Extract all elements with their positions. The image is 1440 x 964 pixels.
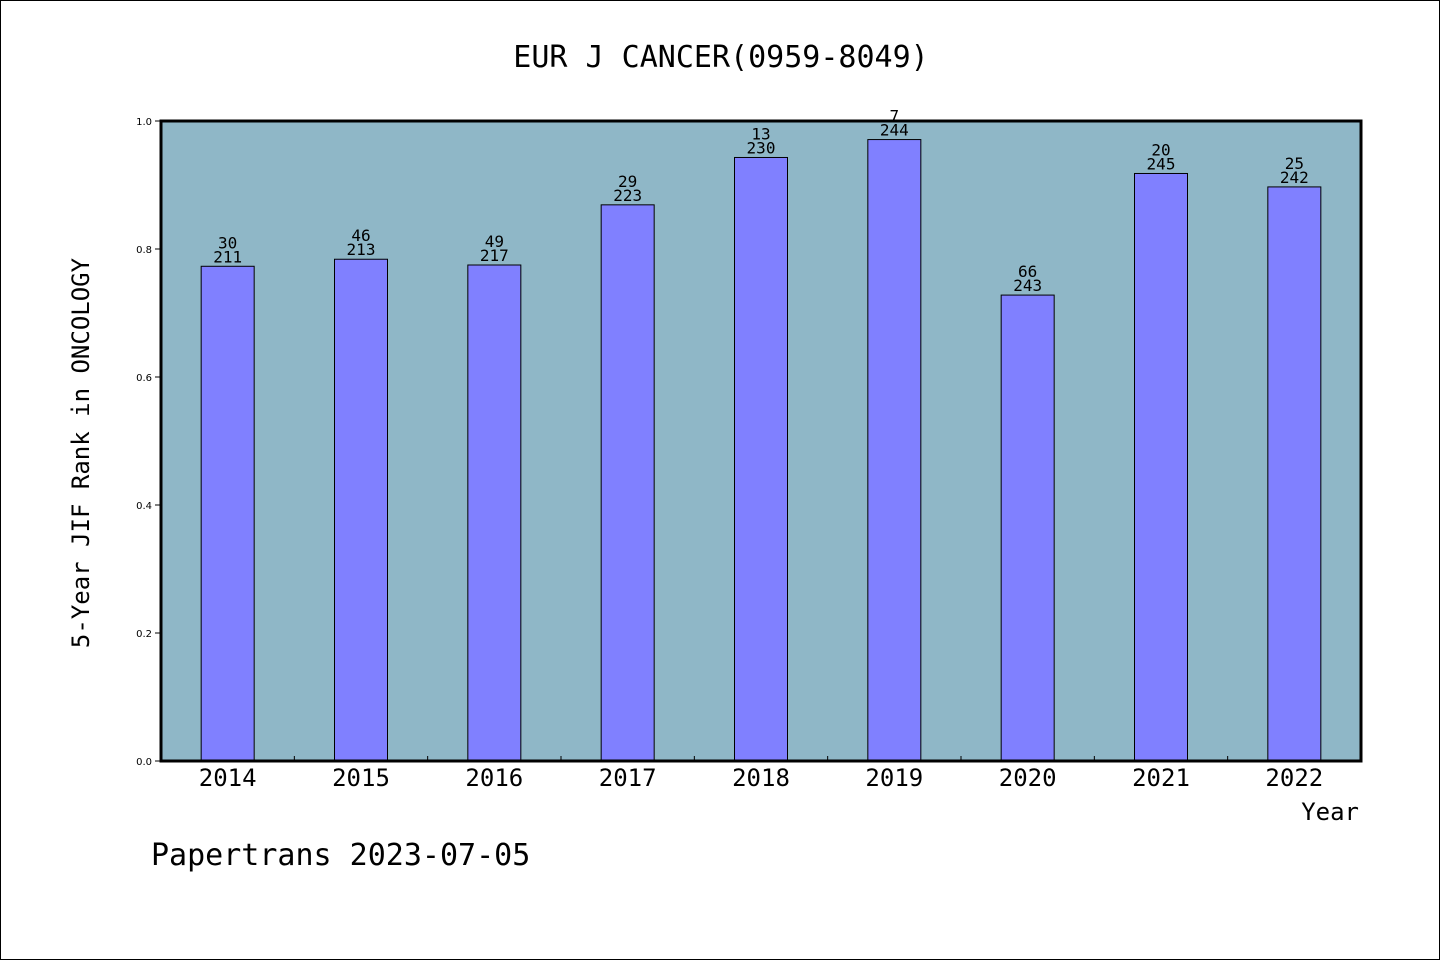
x-tick-label-2020: 2020 xyxy=(999,764,1057,792)
bar-label-total-2019: 244 xyxy=(880,121,909,140)
bar-2019 xyxy=(867,139,922,762)
x-axis: 2014 2015 2016 2017 2018 2019 2020 2021 2022 xyxy=(199,756,1323,792)
bar-label-total-2014: 211 xyxy=(213,247,242,266)
bar-2014 xyxy=(200,265,255,762)
bar-label-rank-2019: 7 xyxy=(890,107,900,126)
y-tick-label-0.4: 0.4 xyxy=(136,501,152,512)
bar-label-total-2022: 242 xyxy=(1280,168,1309,187)
x-tick-label-2017: 2017 xyxy=(599,764,657,792)
bar-label-rank-2021: 20 xyxy=(1151,140,1170,159)
bar-label-rank-2018: 13 xyxy=(751,124,770,143)
bar-2016 xyxy=(467,264,522,762)
bar-2021 xyxy=(1134,172,1188,762)
x-tick-label-2014: 2014 xyxy=(199,764,257,792)
bar-label-total-2017: 223 xyxy=(613,186,642,205)
y-tick-label-1.0: 1.0 xyxy=(136,117,152,128)
bar-2015 xyxy=(334,258,388,762)
x-tick-label-2015: 2015 xyxy=(332,764,390,792)
bars-group xyxy=(200,139,1322,762)
x-tick-label-2016: 2016 xyxy=(465,764,523,792)
bar-2018 xyxy=(734,156,788,762)
bar-label-total-2021: 245 xyxy=(1147,154,1176,173)
y-tick-label-0.8: 0.8 xyxy=(136,245,152,256)
y-tick-label-0.0: 0.0 xyxy=(136,757,152,768)
x-tick-label-2018: 2018 xyxy=(732,764,790,792)
bar-label-rank-2020: 66 xyxy=(1018,262,1037,281)
x-axis-label: Year xyxy=(1301,798,1359,826)
bar-2017 xyxy=(600,204,655,762)
bar-label-total-2016: 217 xyxy=(480,246,509,265)
bar-label-rank-2017: 29 xyxy=(618,172,637,191)
bar-label-total-2015: 213 xyxy=(347,240,376,259)
bar-2022 xyxy=(1267,186,1322,762)
y-axis: 0.0 0.2 0.4 0.6 0.8 1.0 xyxy=(136,117,161,768)
y-tick-label-0.6: 0.6 xyxy=(136,373,152,384)
bar-label-total-2020: 243 xyxy=(1013,276,1042,295)
x-tick-label-2022: 2022 xyxy=(1265,764,1323,792)
bar-label-total-2018: 230 xyxy=(747,138,776,157)
bar-label-rank-2014: 30 xyxy=(218,233,237,252)
plot-border xyxy=(159,119,1363,763)
x-tick-label-2019: 2019 xyxy=(865,764,923,792)
bar-label-rank-2016: 49 xyxy=(485,232,504,251)
y-axis-label: 5-Year JIF Rank in ONCOLOGY xyxy=(67,257,95,648)
x-tick-label-2021: 2021 xyxy=(1132,764,1190,792)
footer-credit: Papertrans 2023-07-05 xyxy=(151,838,530,873)
bar-2020 xyxy=(1000,294,1055,762)
bar-label-rank-2015: 46 xyxy=(351,226,370,245)
y-tick-label-0.2: 0.2 xyxy=(136,629,152,640)
bar-label-rank-2022: 25 xyxy=(1285,154,1304,173)
chart-title: EUR J CANCER(0959-8049) xyxy=(513,40,928,75)
